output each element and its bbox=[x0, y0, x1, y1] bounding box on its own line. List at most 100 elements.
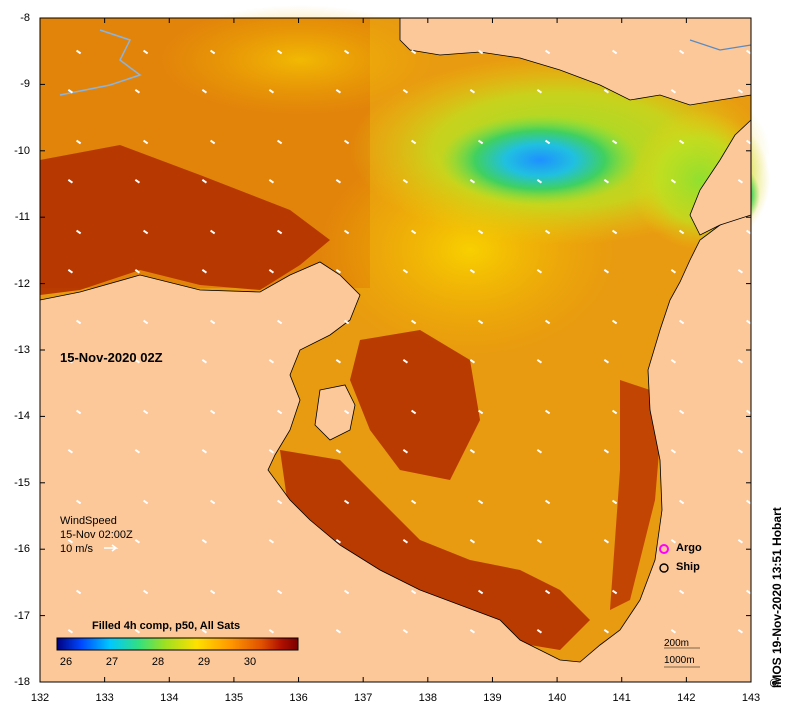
wind-arrow-icon bbox=[469, 539, 476, 544]
wind-arrow-icon bbox=[544, 589, 551, 595]
wind-arrow-icon bbox=[678, 229, 685, 235]
wind-arrow-icon bbox=[544, 319, 551, 325]
wind-arrow-icon bbox=[209, 409, 216, 415]
wind-arrow-icon bbox=[134, 449, 141, 454]
cool-pool bbox=[440, 115, 640, 205]
copyright-symbol: © bbox=[767, 678, 782, 688]
date-label: 15-Nov-2020 02Z bbox=[60, 350, 163, 365]
wind-arrow-icon bbox=[745, 229, 752, 235]
wind-arrow-icon bbox=[67, 449, 74, 454]
wind-arrow-icon bbox=[611, 319, 618, 325]
wind-arrow-icon bbox=[477, 499, 484, 505]
wind-arrow-icon bbox=[402, 539, 409, 544]
wind-arrow-icon bbox=[737, 269, 744, 274]
land-new-guinea bbox=[399, 17, 752, 106]
wind-arrow-icon bbox=[402, 629, 409, 634]
wind-arrow-icon bbox=[268, 539, 275, 544]
wind-arrow-icon bbox=[745, 589, 752, 595]
wind-arrow-icon bbox=[276, 229, 283, 235]
scale-1000m-label: 1000m bbox=[664, 655, 695, 666]
wind-arrow-icon bbox=[536, 539, 543, 544]
wind-arrow-icon bbox=[477, 319, 484, 325]
x-tick-label: 143 bbox=[741, 692, 761, 704]
colorbar-tick-label: 30 bbox=[243, 656, 257, 668]
x-tick-label: 139 bbox=[483, 692, 502, 704]
colorbar-title: Filled 4h comp, p50, All Sats bbox=[92, 620, 241, 632]
wind-arrow-icon bbox=[335, 629, 342, 634]
wind-arrow-icon bbox=[410, 49, 417, 55]
wind-arrow-icon bbox=[745, 499, 752, 505]
wind-arrow-icon bbox=[134, 89, 141, 94]
wind-arrow-icon bbox=[75, 49, 82, 55]
scale-200m-label: 200m bbox=[664, 638, 690, 649]
colorbar-tick-label: 29 bbox=[197, 656, 211, 668]
y-tick-label: -11 bbox=[14, 211, 30, 224]
wind-arrow-icon bbox=[670, 539, 677, 544]
y-tick-label: -10 bbox=[14, 144, 30, 157]
argo-marker-icon bbox=[659, 544, 669, 554]
wind-arrow-icon bbox=[402, 269, 409, 274]
wind-arrow-icon bbox=[343, 409, 350, 415]
wind-arrow-icon bbox=[335, 89, 342, 94]
wind-arrow-icon bbox=[75, 139, 82, 145]
wind-arrow-icon bbox=[678, 589, 685, 595]
wind-arrow-icon bbox=[670, 359, 677, 364]
wind-ref-label: 10 m/s bbox=[60, 543, 94, 555]
wind-arrow-icon bbox=[410, 139, 417, 145]
x-tick-label: 133 bbox=[95, 692, 114, 704]
wind-arrow-icon bbox=[201, 629, 208, 634]
wind-arrow-icon bbox=[678, 499, 685, 505]
wind-arrow-icon bbox=[536, 179, 543, 184]
land-cape-york bbox=[689, 119, 752, 236]
wind-arrow-icon bbox=[611, 49, 618, 55]
wind-arrow-icon bbox=[469, 359, 476, 364]
wind-arrow-icon bbox=[544, 409, 551, 415]
argo-label: Argo bbox=[676, 542, 702, 554]
wind-arrow-icon bbox=[75, 589, 82, 595]
wind-arrow-icon bbox=[603, 179, 610, 184]
land-queensland-nt bbox=[39, 214, 752, 683]
wind-arrow-icon bbox=[544, 139, 551, 145]
wind-arrow-icon bbox=[745, 319, 752, 325]
wind-arrows bbox=[67, 49, 752, 634]
wind-arrow-icon bbox=[737, 449, 744, 454]
wind-arrow-icon bbox=[67, 269, 74, 274]
colorbar-tick-label: 28 bbox=[151, 656, 165, 668]
wind-arrow-icon bbox=[201, 269, 208, 274]
wind-time: 15-Nov 02:00Z bbox=[60, 529, 133, 541]
wind-arrow-icon bbox=[67, 539, 74, 544]
wind-arrow-icon bbox=[343, 139, 350, 145]
wind-arrow-icon bbox=[75, 229, 82, 235]
wind-arrow-icon bbox=[335, 539, 342, 544]
wind-arrow-icon bbox=[402, 449, 409, 454]
land-groote-eylandt bbox=[314, 384, 356, 441]
wind-arrow-icon bbox=[544, 499, 551, 505]
wind-arrow-icon bbox=[603, 269, 610, 274]
colorbar-tick-label: 27 bbox=[105, 656, 119, 668]
x-tick-label: 141 bbox=[612, 692, 631, 704]
wind-arrow-icon bbox=[142, 499, 149, 505]
wind-arrow-icon bbox=[142, 49, 149, 55]
x-tick-label: 138 bbox=[418, 692, 437, 704]
wind-arrow-icon bbox=[134, 179, 141, 184]
wind-arrow-icon bbox=[603, 449, 610, 454]
wind-arrow-icon bbox=[603, 629, 610, 634]
wind-arrow-icon bbox=[611, 499, 618, 505]
wind-arrow-icon bbox=[209, 499, 216, 505]
wind-arrow-icon bbox=[343, 49, 350, 55]
tick-marks bbox=[39, 17, 752, 683]
wind-arrow-icon bbox=[75, 409, 82, 415]
wind-arrow-icon bbox=[134, 629, 141, 634]
wind-arrow-icon bbox=[335, 359, 342, 364]
wind-arrow-icon bbox=[209, 139, 216, 145]
wind-arrow-icon bbox=[268, 449, 275, 454]
wind-arrow-icon bbox=[276, 319, 283, 325]
wind-arrow-icon bbox=[737, 629, 744, 634]
y-tick-label: -9 bbox=[20, 78, 30, 91]
wind-arrow-icon bbox=[611, 229, 618, 235]
wind-arrow-icon bbox=[343, 229, 350, 235]
wind-arrow-icon bbox=[142, 589, 149, 595]
wind-arrow-icon bbox=[209, 589, 216, 595]
wind-arrow-icon bbox=[469, 269, 476, 274]
wind-arrow-icon bbox=[276, 589, 283, 595]
